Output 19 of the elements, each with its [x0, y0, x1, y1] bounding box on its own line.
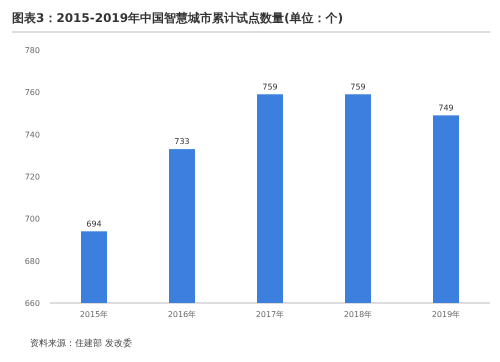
data-label: 694 [86, 219, 102, 228]
data-label: 749 [438, 103, 454, 112]
y-tick-label: 760 [24, 88, 40, 98]
y-tick-label: 680 [24, 256, 40, 266]
x-tick-label: 2016年 [168, 310, 196, 319]
data-label: 759 [350, 82, 366, 92]
data-label: 759 [262, 82, 278, 92]
x-tick-label: 2017年 [256, 310, 284, 319]
y-tick-label: 780 [24, 46, 40, 55]
text: 资料来源：住建部 发改委 [30, 338, 132, 349]
data-label: 733 [174, 137, 190, 146]
x-tick-label: 2015年 [80, 310, 108, 319]
y-tick-label: 700 [24, 214, 40, 224]
x-tick-label: 2019年 [432, 310, 460, 319]
chart-title: 图表3：2015-2019年中国智慧城市累计试点数量(单位：个) [12, 11, 344, 25]
x-tick-label: 2018年 [344, 310, 372, 319]
y-tick-label: 660 [24, 299, 40, 308]
y-tick-label: 720 [24, 172, 40, 182]
y-tick-label: 740 [24, 130, 40, 140]
